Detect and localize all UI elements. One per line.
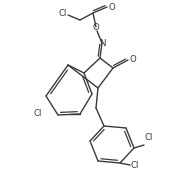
Text: Cl: Cl bbox=[59, 8, 67, 18]
Text: Cl: Cl bbox=[131, 160, 139, 169]
Text: O: O bbox=[109, 3, 115, 12]
Text: O: O bbox=[93, 23, 99, 31]
Text: Cl: Cl bbox=[145, 133, 153, 142]
Text: Cl: Cl bbox=[34, 110, 42, 119]
Text: O: O bbox=[130, 55, 136, 63]
Text: N: N bbox=[99, 39, 105, 47]
